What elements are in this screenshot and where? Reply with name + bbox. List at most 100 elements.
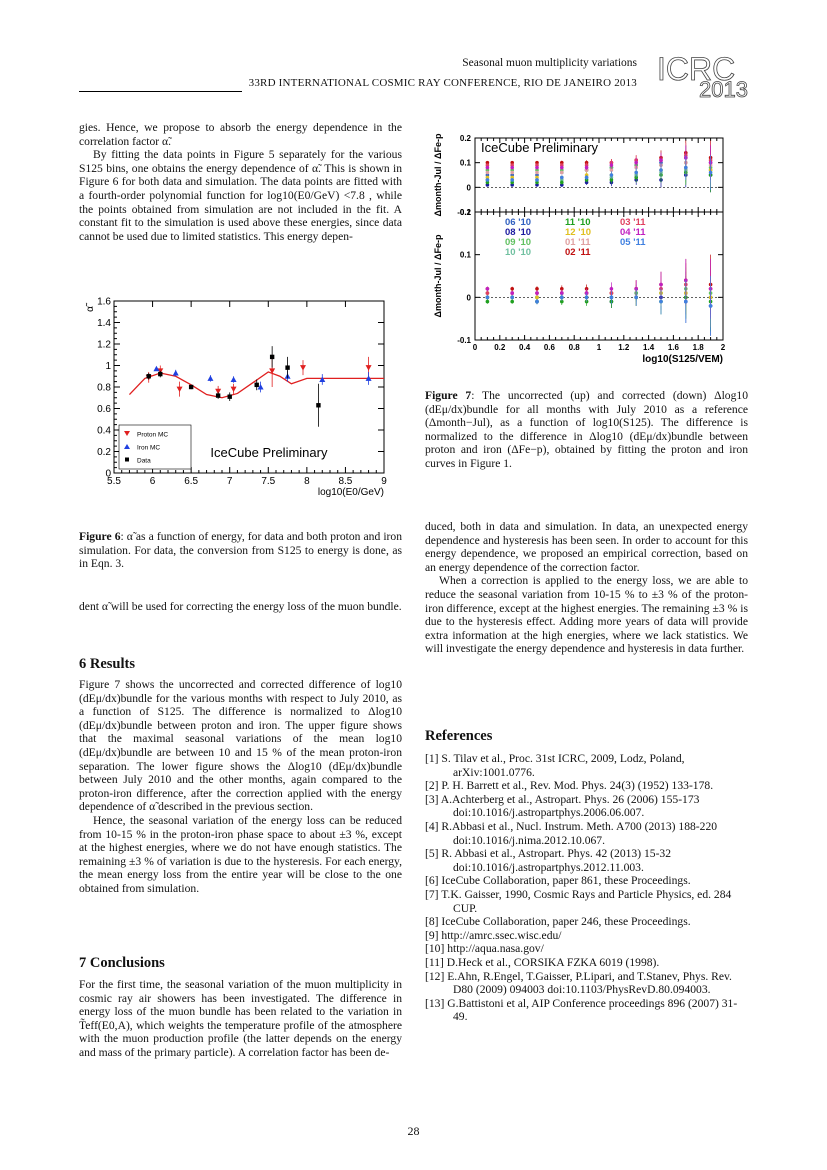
svg-text:ICRC: ICRC [657,51,735,87]
month-point [560,180,564,185]
x-tick-label: 6.5 [184,476,198,487]
reference-item: [2] P. H. Barrett et al., Rev. Mod. Phys… [425,779,714,793]
figure-6-chart: 5.5 6 6.5 7 7.5 8 8.5 9 0 0.2 0.4 0.6 0.8 1 1.2 1.4 1.6 l… [85,297,387,499]
month-point [510,163,514,167]
month-point [634,170,638,175]
section-7-heading: 7 Conclusions [79,955,165,971]
left-col-top: gies. Hence, we propose to absorb the en… [79,121,402,243]
month-point [609,168,614,172]
y-tick-label: 0.2 [460,134,472,143]
month-point [535,291,539,295]
x-tick-label: 1.8 [693,343,705,352]
paragraph: gies. Hence, we propose to absorb the en… [79,121,402,148]
x-tick-label: 7 [227,476,233,487]
month-point [510,165,514,170]
proton-point [300,365,306,371]
figure-6-caption: Figure 6: α̃ as a function of energy, fo… [79,530,402,571]
figure-7-caption: Figure 7: The uncorrected (up) and corre… [425,389,748,471]
paragraph: duced, both in data and simulation. In d… [425,520,748,574]
header-rule [79,91,242,92]
month-point [510,173,514,177]
month-point [560,183,564,187]
x-tick-label: 5.5 [107,476,121,487]
data-point [254,382,259,388]
month-point [535,163,539,167]
caption-label: Figure 7 [425,389,472,402]
section-6-heading: 6 Results [79,656,135,672]
month-point [634,287,638,291]
month-point [535,287,539,291]
reference-item: [5] R. Abbasi et al., Astropart. Phys. 4… [425,847,672,874]
proton-point [176,386,183,393]
month-point [485,168,490,172]
legend-label: 04 '11 [620,227,646,238]
month-point [609,173,614,177]
proton-point [269,368,276,374]
reference-list: [1] S. Tilav et al., Proc. 31st ICRC, 20… [425,752,748,1024]
month-point [510,175,514,180]
x-tick-label: 1.6 [668,343,680,352]
x-tick-label: 1 [597,343,602,352]
legend-label: 02 '11 [565,247,591,258]
data-point [146,374,151,379]
month-point [510,180,514,185]
data-point [285,365,290,370]
chart-title: IceCube Preliminary [481,140,599,155]
month-point [609,178,614,182]
running-header-title: Seasonal muon multiplicity variations [462,57,637,69]
x-tick-label: 1.2 [618,343,630,352]
y-tick-label: 0.2 [460,208,472,217]
month-point [535,160,539,165]
legend-label: 11 '10 [565,217,591,228]
month-point [485,295,490,300]
legend-label: Data [137,458,151,465]
paragraph: When a correction is applied to the ener… [425,574,748,656]
month-point [609,163,614,167]
chart-title: IceCube Preliminary [210,445,328,460]
month-point [535,180,539,185]
paragraph: dent α̃ will be used for correcting the … [79,600,402,613]
proton-point [365,365,372,371]
legend-label: 01 '11 [565,237,591,248]
y-tick-label: 0.8 [97,383,111,394]
legend-box [118,424,192,470]
reference-item: [10] http://aqua.nasa.gov/ [425,942,544,956]
month-point [634,175,638,180]
y-tick-label: -0.1 [457,208,471,217]
month-point [510,178,514,182]
x-tick-label: 0.8 [569,343,581,352]
month-point [535,183,539,187]
month-point [535,170,539,175]
month-point [485,160,490,165]
month-point [510,183,514,187]
month-point [485,183,490,187]
month-point [584,175,589,180]
x-tick-label: 8.5 [338,476,352,487]
iron-point [319,376,326,382]
legend-label: 08 '10 [505,227,531,238]
month-point [684,299,688,304]
y-tick-label: 0.2 [97,447,111,458]
x-tick-label: 2 [721,343,726,352]
legend-marker [125,457,129,462]
x-tick-label: 1.4 [643,343,655,352]
month-point [485,178,490,182]
proton-point [215,388,222,395]
month-point [510,168,514,172]
month-point [560,165,564,170]
reference-item: [13] G.Battistoni et al, AIP Conference … [425,996,738,1024]
legend-label: 03 '11 [620,217,646,228]
month-point [510,295,514,300]
left-col-p3: dent α̃ will be used for correcting the … [79,600,402,614]
left-col-conclusions: For the first time, the seasonal variati… [79,978,402,1060]
month-point [708,304,713,308]
month-point [560,163,564,167]
reference-item: [7] T.K. Gaisser, 1990, Cosmic Rays and … [425,887,732,915]
iron-point [172,370,179,376]
y-axis-label: Δmonth-Jul / ΔFe-p [433,133,443,216]
month-point [708,170,713,175]
iron-point [365,375,372,381]
month-point [510,299,514,304]
month-point [584,295,589,300]
y-tick-label: 0 [467,293,472,302]
